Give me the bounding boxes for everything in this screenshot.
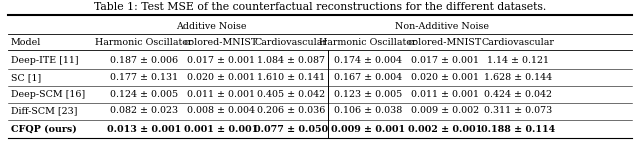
Text: 0.123 ± 0.005: 0.123 ± 0.005	[334, 90, 402, 99]
Text: Table 1: Test MSE of the counterfactual reconstructions for the different datase: Table 1: Test MSE of the counterfactual …	[94, 2, 546, 11]
Text: 0.082 ± 0.023: 0.082 ± 0.023	[110, 106, 178, 115]
Text: 0.424 ± 0.042: 0.424 ± 0.042	[484, 90, 552, 99]
Text: Harmonic Oscillator: Harmonic Oscillator	[95, 38, 193, 47]
Text: 0.206 ± 0.036: 0.206 ± 0.036	[257, 106, 325, 115]
Text: 0.008 ± 0.004: 0.008 ± 0.004	[187, 106, 255, 115]
Text: 0.009 ± 0.001: 0.009 ± 0.001	[331, 125, 405, 134]
Text: 0.311 ± 0.073: 0.311 ± 0.073	[484, 106, 552, 115]
Text: 0.001 ± 0.001: 0.001 ± 0.001	[184, 125, 258, 134]
Text: 0.013 ± 0.001: 0.013 ± 0.001	[107, 125, 181, 134]
Text: colored-MNIST: colored-MNIST	[408, 38, 482, 47]
Text: 0.124 ± 0.005: 0.124 ± 0.005	[110, 90, 178, 99]
Text: |: |	[326, 124, 330, 134]
Text: 1.084 ± 0.087: 1.084 ± 0.087	[257, 56, 325, 65]
Text: 0.017 ± 0.001: 0.017 ± 0.001	[187, 56, 255, 65]
Text: |: |	[326, 89, 330, 99]
Text: |: |	[326, 106, 330, 116]
Text: 0.020 ± 0.001: 0.020 ± 0.001	[187, 73, 255, 82]
Text: 0.167 ± 0.004: 0.167 ± 0.004	[334, 73, 402, 82]
Text: Additive Noise: Additive Noise	[176, 22, 246, 31]
Text: SC [1]: SC [1]	[11, 73, 41, 82]
Text: colored-MNIST: colored-MNIST	[184, 38, 258, 47]
Text: 0.002 ± 0.001: 0.002 ± 0.001	[408, 125, 482, 134]
Text: Non-Additive Noise: Non-Additive Noise	[395, 22, 488, 31]
Text: Deep-SCM [16]: Deep-SCM [16]	[11, 90, 85, 99]
Text: Harmonic Oscillator: Harmonic Oscillator	[319, 38, 417, 47]
Text: Model: Model	[11, 38, 41, 47]
Text: 0.017 ± 0.001: 0.017 ± 0.001	[411, 56, 479, 65]
Text: Deep-ITE [11]: Deep-ITE [11]	[11, 56, 79, 65]
Text: 1.610 ± 0.141: 1.610 ± 0.141	[257, 73, 325, 82]
Text: |: |	[326, 56, 330, 66]
Text: 0.106 ± 0.038: 0.106 ± 0.038	[334, 106, 402, 115]
Text: 0.187 ± 0.006: 0.187 ± 0.006	[110, 56, 178, 65]
Text: Diff-SCM [23]: Diff-SCM [23]	[11, 106, 77, 115]
Text: Cardiovascular: Cardiovascular	[482, 38, 555, 47]
Text: Cardiovascular: Cardiovascular	[255, 38, 328, 47]
Text: 1.628 ± 0.144: 1.628 ± 0.144	[484, 73, 552, 82]
Text: 0.009 ± 0.002: 0.009 ± 0.002	[411, 106, 479, 115]
Text: 0.177 ± 0.131: 0.177 ± 0.131	[110, 73, 178, 82]
Text: 0.011 ± 0.001: 0.011 ± 0.001	[411, 90, 479, 99]
Text: 0.020 ± 0.001: 0.020 ± 0.001	[411, 73, 479, 82]
Text: 0.011 ± 0.001: 0.011 ± 0.001	[187, 90, 255, 99]
Text: 0.405 ± 0.042: 0.405 ± 0.042	[257, 90, 325, 99]
Text: |: |	[326, 73, 330, 82]
Text: 0.077 ± 0.050: 0.077 ± 0.050	[254, 125, 328, 134]
Text: 0.174 ± 0.004: 0.174 ± 0.004	[334, 56, 402, 65]
Text: CFQP (ours): CFQP (ours)	[11, 125, 77, 134]
Text: 1.14 ± 0.121: 1.14 ± 0.121	[488, 56, 549, 65]
Text: 0.188 ± 0.114: 0.188 ± 0.114	[481, 125, 556, 134]
